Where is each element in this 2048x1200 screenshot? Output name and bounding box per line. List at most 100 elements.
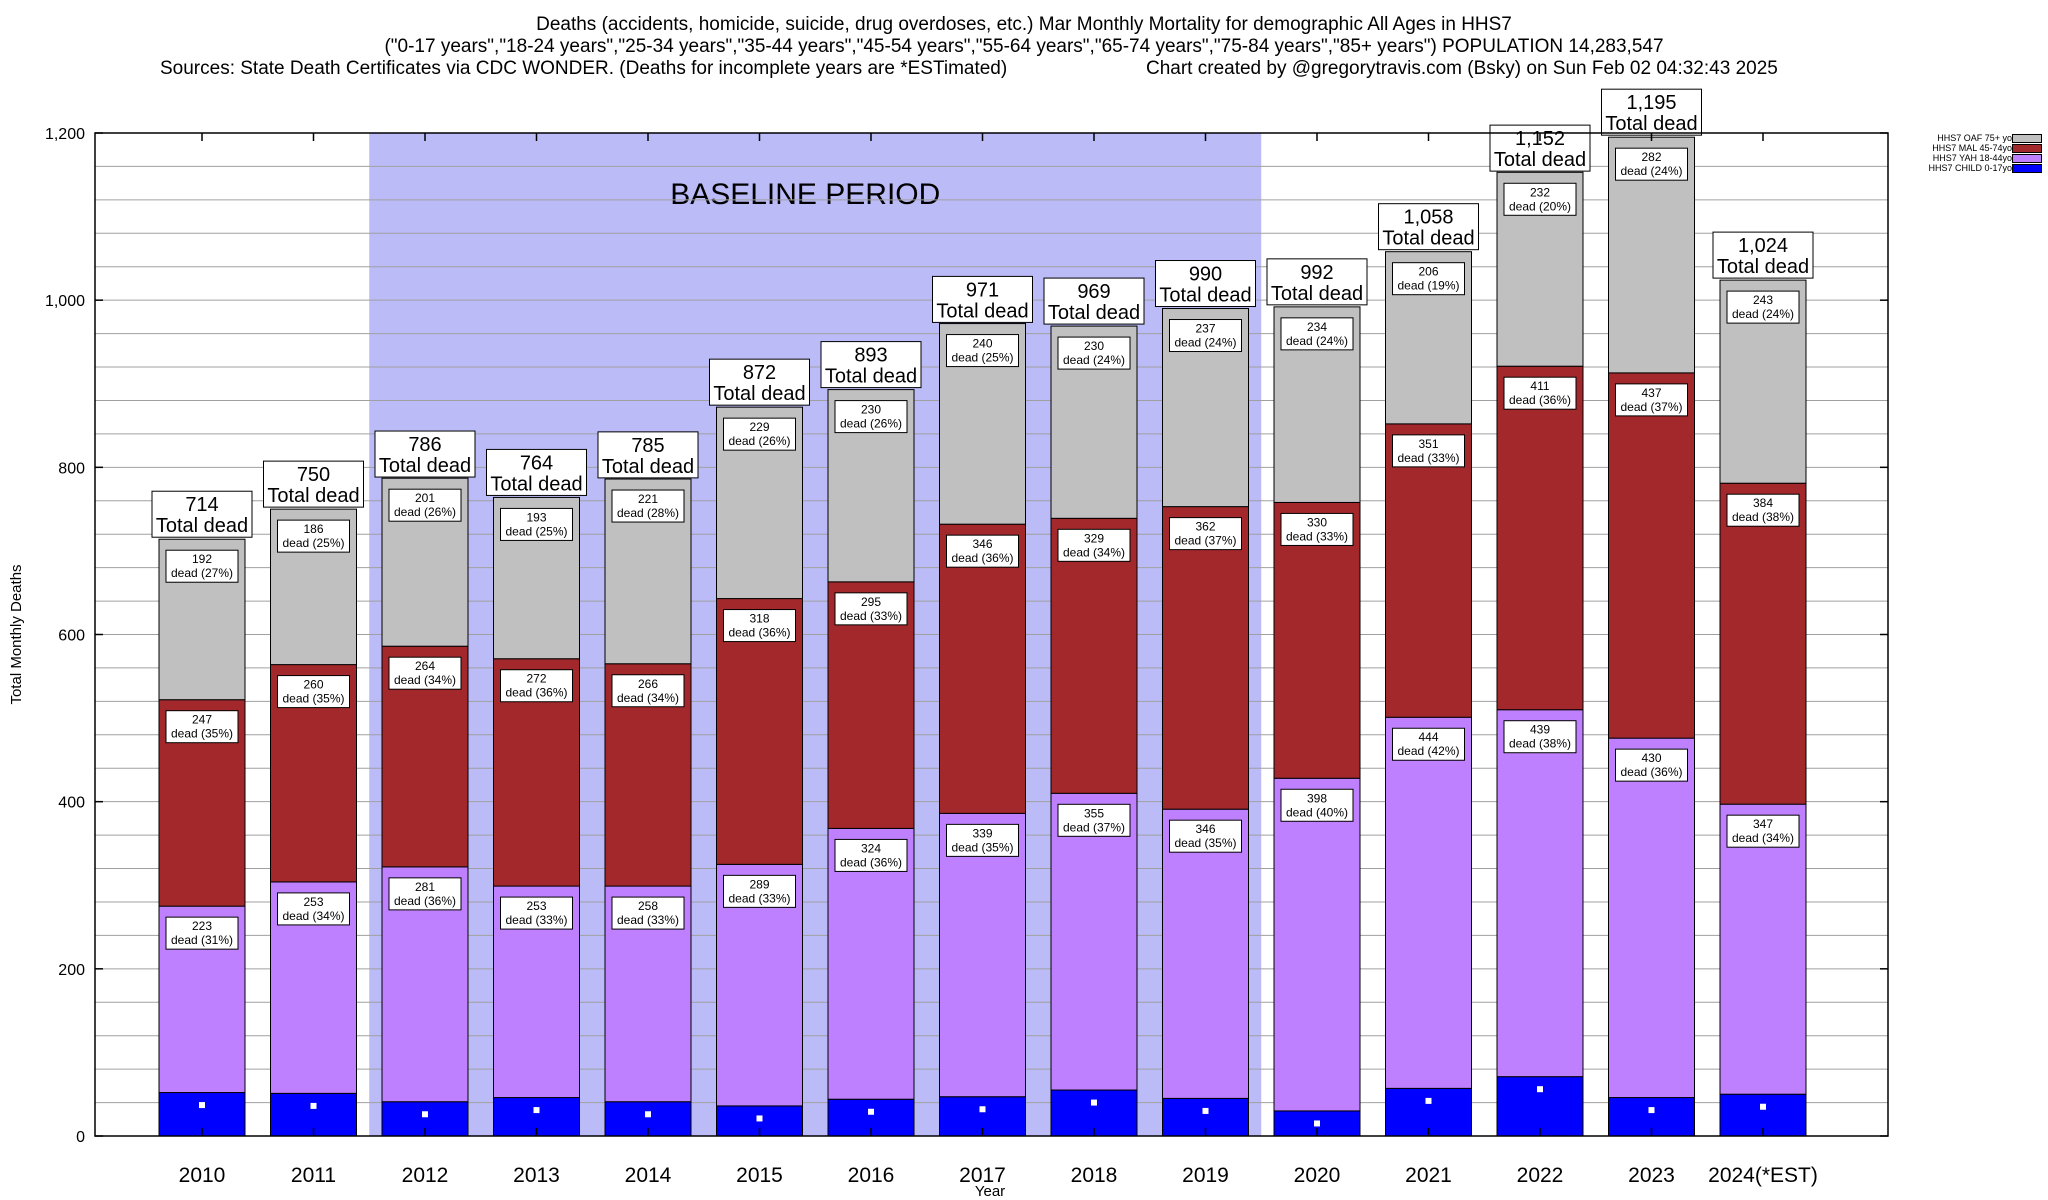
- total-value-label: 992: [1300, 262, 1333, 284]
- segment-percent-label: dead (37%): [1174, 534, 1236, 548]
- total-caption-label: Total dead: [156, 515, 248, 537]
- total-caption-label: Total dead: [1717, 256, 1809, 278]
- y-tick-label: 1,200: [45, 126, 85, 143]
- segment-label-box: [1392, 434, 1465, 468]
- segment-value-label: 237: [1195, 322, 1215, 336]
- segment-value-label: 223: [192, 919, 212, 933]
- total-caption-label: Total dead: [936, 300, 1028, 322]
- total-value-label: 872: [743, 362, 776, 384]
- segment-percent-label: dead (37%): [1620, 400, 1682, 414]
- child-marker: [645, 1111, 651, 1118]
- segment-percent-label: dead (36%): [394, 894, 456, 908]
- y-tick-label: 800: [58, 460, 85, 477]
- x-tick-label: 2018: [1071, 1164, 1118, 1187]
- x-tick-label: 2014: [625, 1164, 672, 1187]
- segment-value-label: 347: [1753, 817, 1773, 831]
- segment-percent-label: dead (37%): [1063, 820, 1125, 834]
- segment-value-label: 206: [1418, 265, 1438, 279]
- segment-value-label: 258: [638, 899, 658, 913]
- total-value-label: 1,058: [1403, 207, 1453, 229]
- total-caption-label: Total dead: [1382, 228, 1474, 250]
- segment-percent-label: dead (36%): [1620, 765, 1682, 779]
- segment-value-label: 362: [1195, 520, 1215, 534]
- segment-value-label: 243: [1753, 293, 1773, 307]
- child-marker: [1314, 1120, 1320, 1127]
- segment-label-box: [1392, 262, 1465, 296]
- chart-header: Deaths (accidents, homicide, suicide, dr…: [0, 14, 2048, 80]
- legend-item-label: HHS7 YAH 18-44yo: [1932, 153, 2012, 163]
- segment-value-label: 186: [303, 522, 323, 536]
- segment-label-box: [946, 534, 1019, 568]
- segment-label-box: [946, 823, 1019, 857]
- bar-segment: [1162, 808, 1249, 1099]
- segment-label-box: [946, 334, 1019, 368]
- segment-label-box: [834, 838, 908, 872]
- segment-label-box: [1280, 317, 1354, 351]
- total-label-box: [1266, 258, 1368, 306]
- segment-value-label: 266: [638, 677, 658, 691]
- segment-label-box: [165, 549, 239, 583]
- x-tick-label: 2010: [179, 1164, 226, 1187]
- chart-subtitle-sources: Sources: State Death Certificates via CD…: [0, 58, 2048, 80]
- segment-value-label: 437: [1641, 386, 1661, 400]
- segment-percent-label: dead (27%): [171, 566, 233, 580]
- segment-label-box: [1503, 376, 1577, 410]
- bar-segment: [1385, 716, 1472, 1089]
- sources-text: Sources: State Death Certificates via CD…: [160, 58, 1008, 79]
- bar-segment: [1496, 1076, 1584, 1137]
- total-label-box: [263, 460, 364, 508]
- segment-label-box: [723, 609, 796, 643]
- x-tick-label: 2015: [736, 1164, 783, 1187]
- segment-value-label: 230: [1084, 339, 1104, 353]
- total-caption-label: Total dead: [1271, 283, 1363, 305]
- total-caption-label: Total dead: [602, 456, 694, 478]
- total-value-label: 969: [1077, 281, 1110, 303]
- segment-value-label: 339: [972, 826, 992, 840]
- segment-value-label: 201: [415, 491, 435, 505]
- total-caption-label: Total dead: [267, 485, 359, 507]
- segment-value-label: 289: [749, 877, 769, 891]
- segment-label-box: [1615, 748, 1688, 782]
- segment-label-box: [723, 874, 796, 908]
- segment-value-label: 295: [861, 595, 881, 609]
- chart-subtitle-age-groups: ("0-17 years","18-24 years","25-34 years…: [384, 36, 1664, 57]
- segment-value-label: 324: [861, 841, 881, 855]
- segment-percent-label: dead (26%): [394, 505, 456, 519]
- segment-value-label: 384: [1753, 496, 1773, 510]
- total-label-box: [486, 448, 587, 496]
- segment-value-label: 272: [526, 672, 546, 686]
- total-caption-label: Total dead: [1494, 149, 1586, 171]
- segment-label-box: [388, 877, 462, 911]
- segment-value-label: 230: [861, 403, 881, 417]
- child-marker: [199, 1102, 205, 1109]
- segment-label-box: [1169, 819, 1242, 853]
- legend-swatch: [2012, 164, 2042, 173]
- total-caption-label: Total dead: [1048, 302, 1140, 324]
- x-tick-label: 2020: [1294, 1164, 1341, 1187]
- total-value-label: 1,024: [1738, 235, 1788, 257]
- segment-value-label: 240: [972, 337, 992, 351]
- segment-percent-label: dead (24%): [1620, 164, 1682, 178]
- x-tick-label: 2022: [1517, 1164, 1564, 1187]
- total-caption-label: Total dead: [379, 455, 471, 477]
- bar-segment: [1273, 777, 1361, 1112]
- x-tick-label: 2016: [848, 1164, 895, 1187]
- segment-label-box: [1503, 182, 1577, 216]
- segment-percent-label: dead (24%): [1174, 336, 1236, 350]
- segment-percent-label: dead (40%): [1286, 805, 1348, 819]
- bar-segment: [1385, 423, 1472, 718]
- segment-value-label: 221: [638, 492, 658, 506]
- x-tick-label: 2012: [402, 1164, 449, 1187]
- segment-percent-label: dead (35%): [171, 727, 233, 741]
- segment-label-box: [1057, 336, 1131, 370]
- segment-label-box: [1615, 147, 1688, 181]
- legend-item-label: HHS7 OAF 75+ yo: [1937, 133, 2012, 143]
- segment-label-box: [611, 489, 685, 523]
- segment-label-box: [388, 488, 462, 522]
- total-value-label: 786: [408, 434, 441, 456]
- segment-percent-label: dead (34%): [1063, 545, 1125, 559]
- segment-label-box: [165, 710, 239, 744]
- segment-percent-label: dead (25%): [282, 536, 344, 550]
- bar-segment: [1496, 709, 1584, 1078]
